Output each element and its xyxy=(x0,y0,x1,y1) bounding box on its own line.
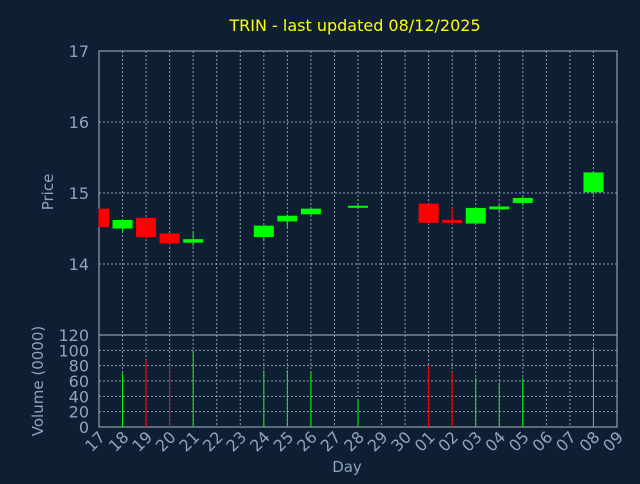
candle-body xyxy=(512,197,533,203)
volume-tick-label: 120 xyxy=(58,326,89,345)
candle-body xyxy=(112,219,133,229)
candle-body xyxy=(583,172,604,193)
price-panel: 14 15 16 17 xyxy=(69,42,618,336)
candle-body xyxy=(99,208,109,228)
chart-title: TRIN - last updated 08/12/2025 xyxy=(228,16,480,35)
volume-tick-label: 80 xyxy=(69,357,89,376)
price-axis-label: Price xyxy=(39,174,57,211)
candle-body xyxy=(348,205,368,208)
candle-body xyxy=(136,217,157,238)
x-tick-labels: 1718192021222324252627282930010203040506… xyxy=(81,428,627,456)
candle-body xyxy=(418,203,439,223)
volume-tick-label: 20 xyxy=(69,403,89,422)
price-tick-label: 15 xyxy=(69,184,89,203)
candle-body xyxy=(442,219,463,223)
price-tick-label: 14 xyxy=(69,255,89,274)
volume-tick-label: 0 xyxy=(79,418,89,437)
candle-body xyxy=(253,225,274,238)
candle-body xyxy=(300,208,321,215)
volume-tick-label: 100 xyxy=(58,341,89,360)
candle-body xyxy=(277,215,298,222)
volume-axis-label: Volume (0000) xyxy=(29,326,47,436)
candle-body xyxy=(489,206,510,210)
day-axis-label: Day xyxy=(332,458,362,476)
price-tick-label: 17 xyxy=(69,42,89,61)
volume-tick-label: 60 xyxy=(69,372,89,391)
volume-tick-label: 40 xyxy=(69,387,89,406)
candle-body xyxy=(159,233,180,244)
candle-body xyxy=(465,207,486,224)
candle-body xyxy=(183,239,204,243)
price-tick-label: 16 xyxy=(69,113,89,132)
